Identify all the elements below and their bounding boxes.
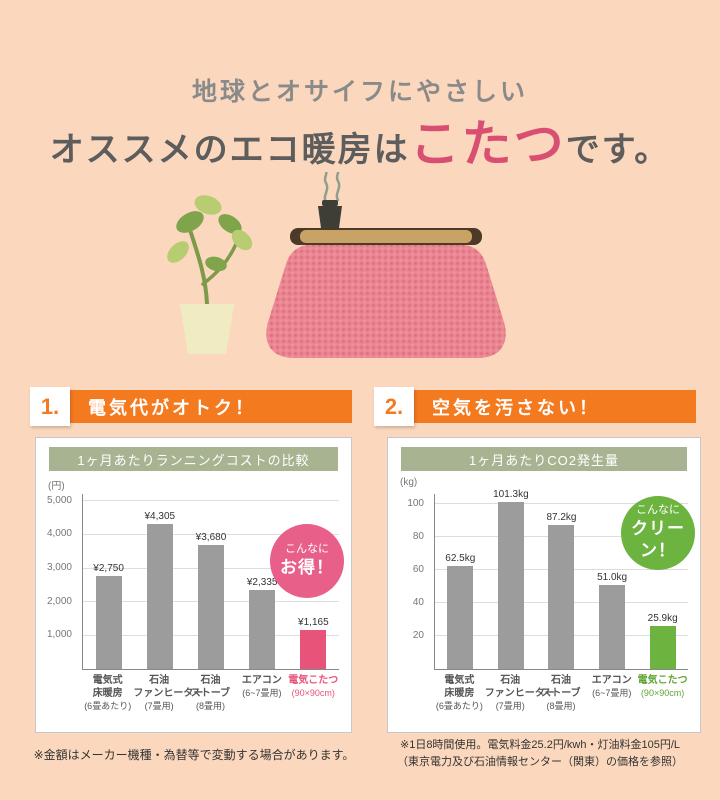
bar-value-label: ¥3,680 [195, 532, 227, 544]
title-suffix: です。 [565, 132, 671, 169]
badge-text-small: こんなに [285, 543, 329, 556]
x-category-label: 電気式 床暖房 (6畳あたり) [84, 675, 132, 711]
kotatsu-icon [266, 172, 506, 358]
x-axis-labels: 電気式 床暖房 (6畳あたり) 石油 ファンヒーター (7畳用) 石油 ストーブ (8畳用) エア… [82, 674, 339, 714]
bar-value-label: 101.3kg [493, 488, 529, 500]
title-prefix: オススメのエコ暖房は [49, 132, 410, 169]
y-tick-label: 2,000 [46, 595, 72, 607]
x-category-label: エアコン (6~7畳用) [241, 675, 282, 698]
y-axis-unit: (kg) [400, 477, 418, 488]
footnote-co2: ※1日8時間使用。電気料金25.2円/kwh・灯油料金105円/L （東京電力及… [372, 737, 708, 771]
savings-badge: こんなに お得！ [270, 524, 344, 598]
y-tick-label: 40 [412, 596, 424, 608]
kotatsu-blanket [266, 245, 506, 358]
y-axis-unit: (円) [48, 481, 65, 492]
bar [249, 590, 276, 669]
steam-icon [335, 172, 341, 202]
running-cost-chart: 1ヶ月あたりランニングコストの比較 (円) 1,000 2,000 3,000 4,0… [35, 437, 352, 733]
title-highlight-kotatsu: こたつ [409, 116, 566, 172]
page-subtitle: 地球とオサイフにやさしい [191, 79, 528, 106]
bar-column: ¥1,165 [289, 617, 338, 669]
y-tick-label: 100 [407, 497, 424, 509]
plant-pot [180, 304, 234, 354]
bar-value-label: 62.5kg [445, 552, 476, 564]
bar-value-label: 25.9kg [647, 613, 678, 625]
y-tick-label: 4,000 [46, 528, 72, 540]
bar-column: 101.3kg [487, 489, 535, 669]
gridline [435, 503, 688, 505]
bar [548, 525, 575, 669]
bar-column: 25.9kg [639, 613, 687, 669]
gridline [83, 500, 339, 502]
x-axis-labels: 電気式 床暖房 (6畳あたり) 石油 ファンヒーター (7畳用) 石油 ストーブ (8畳用) エア… [434, 674, 688, 714]
bar [197, 545, 224, 669]
section-label-cost: 電気代がオトク！ [88, 397, 256, 418]
x-category-label: 石油 ストーブ (8畳用) [541, 675, 581, 711]
bars: 62.5kg 101.3kg 87.2kg 51.0kg 25.9kg [435, 489, 688, 669]
gridline [83, 533, 339, 535]
plot-area: 62.5kg 101.3kg 87.2kg 51.0kg 25.9kg [434, 489, 688, 670]
y-tick-label: 20 [412, 629, 424, 641]
bar-column: ¥2,335 [238, 577, 287, 669]
kotatsu-illustration [167, 172, 506, 358]
y-axis-ticks: 20 40 60 80 100 [388, 494, 430, 669]
badge-text-small: こんなに [636, 504, 680, 517]
y-axis-ticks: 1,000 2,000 3,000 4,000 5,000 [36, 494, 78, 669]
bar-value-label: 51.0kg [597, 571, 628, 583]
bars: ¥2,750 ¥4,305 ¥3,680 ¥2,335 ¥1,165 [83, 494, 339, 669]
y-tick-label: 3,000 [46, 562, 72, 574]
bar-column: 62.5kg [436, 553, 484, 669]
co2-emission-chart: 1ヶ月あたりCO2発生量 (kg) 20 40 60 80 100 62.5kg 101.… [387, 437, 701, 733]
bar-value-label: ¥2,335 [246, 577, 278, 589]
bar [300, 629, 327, 669]
section-header-air: 2. 空気を汚さない！ [374, 387, 696, 426]
section-number-1: 1. [30, 387, 70, 426]
bar-column: ¥3,680 [187, 532, 236, 669]
chart-title: 1ヶ月あたりランニングコストの比較 [49, 447, 338, 471]
badge-text-large: クリーン！ [631, 518, 685, 560]
bar-column: ¥4,305 [135, 511, 184, 669]
teapot-icon [322, 200, 338, 206]
x-category-label: 電気こたつ (90×90cm) [288, 675, 339, 698]
bar-column: ¥2,750 [84, 563, 133, 669]
footnote-co2-line2: （東京電力及び石油情報センター（関東）の価格を参照） [397, 756, 683, 769]
x-category-label: 電気式 床暖房 (6畳あたり) [435, 675, 483, 711]
footnote-cost: ※金額はメーカー機種・為替等で変動する場合があります。 [33, 748, 355, 762]
bar-value-label: 87.2kg [546, 512, 577, 524]
bar-value-label: ¥4,305 [144, 511, 176, 523]
x-category-label: 石油 ストーブ (8畳用) [190, 675, 231, 711]
page-title: オススメのエコ暖房はこたつです。 [0, 104, 720, 176]
bar [447, 565, 474, 669]
bar-value-label: ¥2,750 [93, 563, 124, 575]
bar-column: 87.2kg [537, 512, 585, 669]
plant-icon [167, 195, 253, 354]
bar [146, 524, 173, 669]
section-label-air: 空気を汚さない！ [432, 397, 600, 418]
section-header-cost: 1. 電気代がオトク！ [30, 387, 352, 426]
y-tick-label: 80 [412, 530, 424, 542]
y-tick-label: 60 [412, 563, 424, 575]
x-category-label: 石油 ファンヒーター (7畳用) [133, 675, 204, 711]
x-category-label: エアコン (6~7畳用) [591, 675, 632, 698]
y-tick-label: 5,000 [46, 494, 72, 506]
section-number-2: 2. [374, 387, 414, 426]
badge-text-large: お得！ [280, 557, 334, 577]
y-tick-label: 1,000 [46, 629, 72, 641]
steam-icon [323, 172, 329, 204]
plot-area: ¥2,750 ¥4,305 ¥3,680 ¥2,335 ¥1,165 [82, 494, 339, 670]
x-category-label: 石油 ファンヒーター (7畳用) [484, 675, 555, 711]
footnote-co2-line1: ※1日8時間使用。電気料金25.2円/kwh・灯油料金105円/L [399, 739, 680, 751]
bar-column: 51.0kg [588, 572, 636, 669]
bar [497, 501, 524, 669]
bar-value-label: ¥1,165 [298, 616, 329, 628]
x-category-label: 電気こたつ (90×90cm) [637, 675, 688, 698]
chart-title: 1ヶ月あたりCO2発生量 [401, 447, 687, 471]
bar [649, 626, 676, 669]
clean-badge: こんなに クリーン！ [621, 496, 695, 570]
bar [599, 584, 626, 669]
bar [95, 576, 122, 669]
